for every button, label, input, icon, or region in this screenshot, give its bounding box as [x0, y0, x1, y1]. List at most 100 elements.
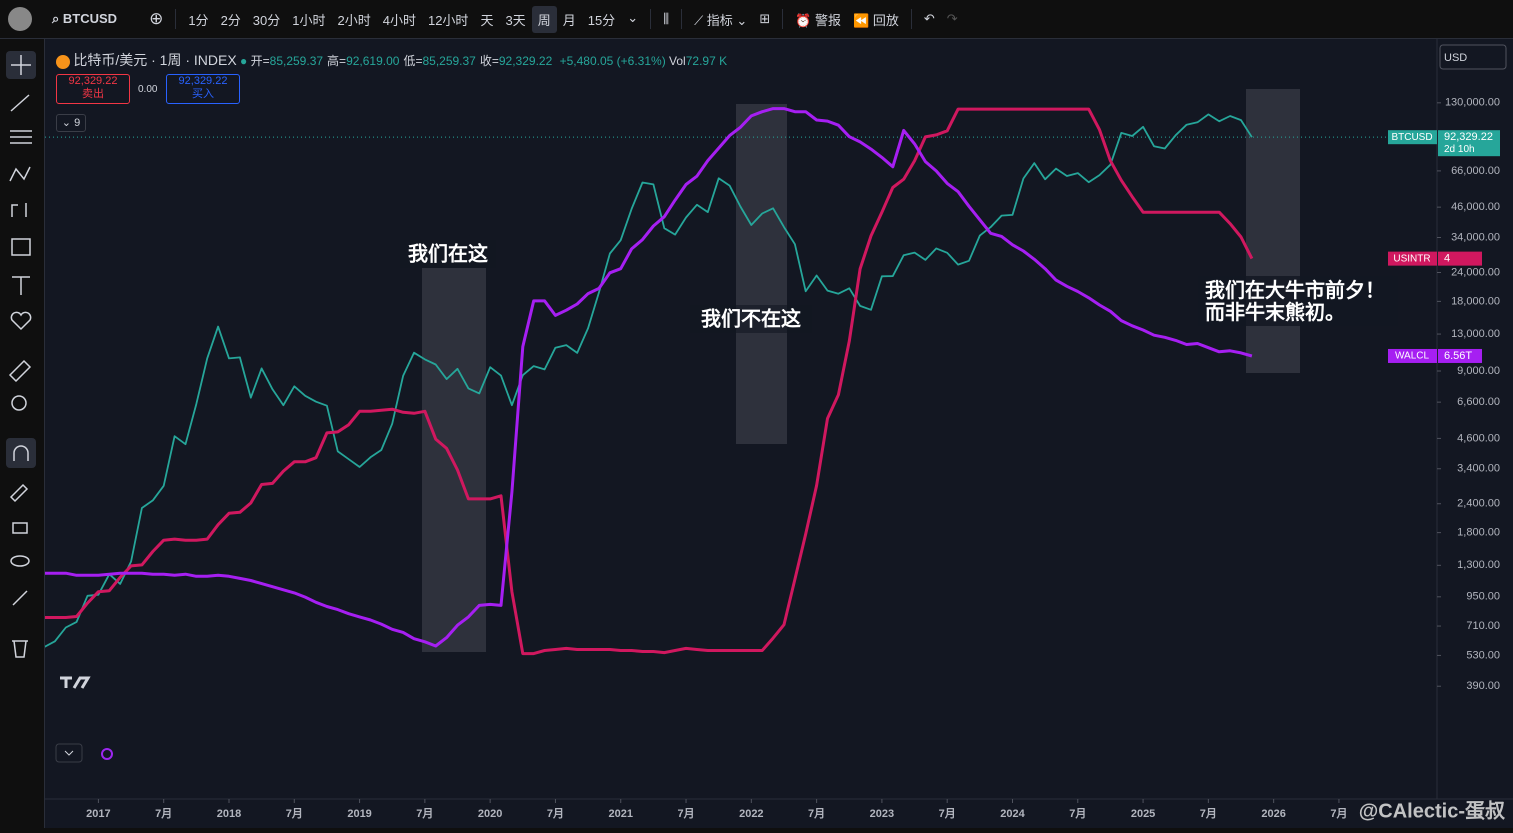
- x-tick-label: 7月: [939, 807, 956, 820]
- legend-title: 比特币/美元 · 1周 · INDEX: [73, 52, 237, 68]
- interval[interactable]: 2小时: [337, 12, 371, 28]
- delete-tool[interactable]: [12, 640, 28, 658]
- indicator-count[interactable]: 9: [74, 117, 81, 129]
- price-axis: [1437, 39, 1513, 799]
- collapse-icon[interactable]: [64, 750, 74, 756]
- currency[interactable]: USD: [1444, 52, 1467, 64]
- replay[interactable]: ⏪ 回放: [853, 12, 899, 28]
- interval[interactable]: 3天: [505, 12, 526, 28]
- series-tag-label: USINTR: [1393, 253, 1430, 264]
- magnet-tool[interactable]: [13, 445, 29, 461]
- y-tick-label: 46,000.00: [1451, 201, 1500, 213]
- collapse-button[interactable]: [55, 743, 83, 763]
- interval[interactable]: 天: [480, 12, 494, 28]
- interval[interactable]: 月: [562, 12, 576, 28]
- legend: 比特币/美元 · 1周 · INDEX ● 开=85,259.37 高=92,61…: [56, 50, 727, 70]
- x-tick-label: 7月: [286, 807, 303, 820]
- x-tick-label: 7月: [547, 807, 564, 820]
- interval[interactable]: 1分: [188, 12, 209, 28]
- ohlc-label: 低=: [403, 54, 423, 68]
- x-tick-label: 2017: [86, 808, 110, 820]
- series-line: [45, 113, 1253, 648]
- buy-label[interactable]: 买入: [192, 88, 214, 100]
- sell-price[interactable]: 92,329.22: [68, 75, 118, 87]
- avatar[interactable]: [8, 7, 32, 31]
- ohlc-label: 高=: [327, 54, 347, 68]
- indicators-toggle[interactable]: ⌄ 9: [56, 114, 86, 132]
- shape-tool[interactable]: [11, 238, 31, 256]
- x-tick-label: 7月: [808, 807, 825, 820]
- forecast-tool[interactable]: [11, 203, 27, 217]
- y-tick-label: 1,300.00: [1457, 559, 1500, 571]
- interval[interactable]: 12小时: [427, 12, 469, 28]
- chart-type[interactable]: ⫼: [663, 11, 670, 26]
- visibility-tool[interactable]: [10, 555, 30, 567]
- ruler-tool[interactable]: [8, 359, 32, 383]
- lock-tool[interactable]: [12, 522, 28, 534]
- add-symbol[interactable]: ⊕: [149, 9, 164, 28]
- interval[interactable]: 4小时: [382, 12, 416, 28]
- undo[interactable]: ↶: [923, 11, 935, 26]
- x-tick-label: 7月: [1330, 807, 1347, 820]
- sell-label[interactable]: 卖出: [82, 88, 104, 100]
- interval[interactable]: 1小时: [292, 12, 326, 28]
- draw-lock-tool[interactable]: [9, 483, 29, 503]
- tool-icons: [6, 51, 36, 658]
- y-tick-label: 66,000.00: [1451, 165, 1500, 177]
- x-tick-label: 7月: [416, 807, 433, 820]
- symbol[interactable]: BTCUSD: [62, 11, 118, 26]
- interval[interactable]: 周: [531, 5, 557, 33]
- vol-label: Vol: [669, 54, 686, 68]
- interval-menu[interactable]: ⌄: [627, 9, 639, 25]
- spread: 0.00: [138, 84, 158, 95]
- zoom-tool[interactable]: [11, 395, 27, 411]
- sync-icon[interactable]: [101, 748, 113, 760]
- ohlc-label: 开=: [250, 54, 270, 68]
- layouts[interactable]: ⊞: [759, 11, 771, 26]
- highlight-zone: [1246, 89, 1300, 373]
- line-tool[interactable]: [10, 94, 30, 112]
- price-tag-label: 92,329.22: [1444, 131, 1493, 143]
- price-tag-label: 6.56T: [1444, 350, 1472, 362]
- interval[interactable]: 2分: [220, 12, 241, 28]
- link-tool[interactable]: [12, 590, 28, 606]
- alerts-label[interactable]: 警报: [815, 12, 842, 28]
- y-tick-label: 2,400.00: [1457, 498, 1500, 510]
- currency-select[interactable]: [1439, 44, 1507, 70]
- replay-label[interactable]: 回放: [872, 12, 899, 28]
- ohlc-value: 92,619.00: [346, 54, 400, 68]
- price-tag-label: 4: [1444, 253, 1450, 265]
- change: +5,480.05 (+6.31%): [559, 54, 666, 68]
- x-tick-label: 7月: [155, 807, 172, 820]
- ohlc-value: 92,329.22: [498, 54, 553, 68]
- countdown: 2d 10h: [1444, 144, 1475, 155]
- ohlc-label: 收=: [479, 54, 499, 68]
- indicators-label[interactable]: 指标: [706, 12, 733, 28]
- favorite-tool[interactable]: [10, 311, 32, 331]
- annotation: 我们在大牛市前夕！而非牛末熊初。: [1205, 278, 1385, 324]
- text-tool[interactable]: [12, 276, 30, 295]
- sell-button[interactable]: 92,329.22 卖出: [56, 74, 130, 104]
- interval[interactable]: 15分: [587, 12, 616, 28]
- buy-price[interactable]: 92,329.22: [178, 75, 228, 87]
- fib-tool[interactable]: [10, 130, 32, 144]
- separator: [910, 9, 912, 29]
- interval[interactable]: 30分: [252, 12, 281, 28]
- buy-button[interactable]: 92,329.22 买入: [166, 74, 240, 104]
- symbol-search[interactable]: ⌕ BTCUSD: [52, 11, 118, 26]
- series-tag-label: WALCL: [1395, 351, 1430, 362]
- y-tick-label: 34,000.00: [1451, 231, 1500, 243]
- x-tick-label: 7月: [677, 807, 694, 820]
- indicators[interactable]: ⟋ 指标 ⌄: [694, 12, 748, 28]
- y-tick-label: 18,000.00: [1451, 295, 1500, 307]
- magnet-bg[interactable]: [6, 438, 36, 468]
- pattern-tool[interactable]: [9, 166, 31, 182]
- redo[interactable]: ↷: [946, 11, 958, 26]
- x-tick-label: 2020: [478, 808, 502, 820]
- alerts[interactable]: ⏰ 警报: [795, 12, 842, 28]
- x-tick-label: 2023: [870, 808, 894, 820]
- crosshair-tool[interactable]: [11, 55, 31, 75]
- y-tick-label: 1,800.00: [1457, 527, 1500, 539]
- x-tick-label: 7月: [1069, 807, 1086, 820]
